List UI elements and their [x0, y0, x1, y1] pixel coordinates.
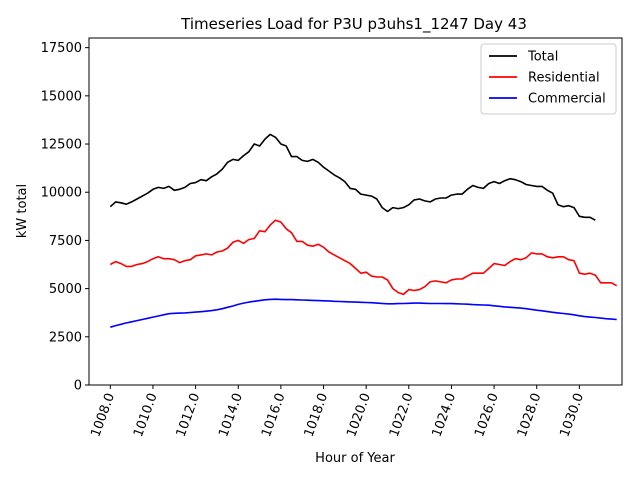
x-tick-label: 1014.0 [216, 391, 246, 439]
series-line-commercial [110, 298, 617, 328]
x-tick-label: 1012.0 [174, 391, 204, 439]
chart-title: Timeseries Load for P3U p3uhs1_1247 Day … [180, 15, 527, 34]
x-tick-label: 1010.0 [131, 391, 161, 439]
x-tick-label: 1016.0 [259, 391, 289, 439]
x-tick-label: 1028.0 [515, 391, 545, 439]
y-tick-label: 2500 [49, 330, 82, 345]
legend-box [480, 43, 617, 115]
x-tick-label: 1026.0 [472, 391, 502, 439]
legend-label-commercial: Commercial [528, 92, 606, 107]
x-tick-label: 1008.0 [88, 391, 118, 439]
y-axis-label: kW total [15, 184, 30, 238]
y-axis: 0 2500 5000 7500 10000 12500 15000 17500 [41, 41, 89, 394]
x-tick-label: 1018.0 [302, 391, 332, 439]
series-line-residential [109, 219, 618, 296]
x-axis-label: Hour of Year [315, 451, 395, 466]
plot-frame [88, 37, 623, 386]
y-tick-label: 17500 [41, 41, 82, 56]
x-tick-label: 1024.0 [430, 391, 460, 439]
y-tick-label: 10000 [41, 186, 82, 201]
y-tick-label: 0 [74, 379, 82, 394]
series-line-total [109, 133, 596, 221]
y-tick-label: 7500 [49, 234, 82, 249]
legend: Total Residential Commercial [480, 43, 617, 115]
y-tick-label: 5000 [49, 282, 82, 297]
x-axis: 1008.0 1010.0 1012.0 1014.0 1016.0 1018.0 1020… [88, 385, 587, 439]
legend-label-residential: Residential [528, 71, 600, 86]
x-tick-label: 1030.0 [557, 391, 587, 439]
series-layer [109, 133, 618, 328]
y-tick-label: 12500 [41, 138, 82, 153]
y-tick-label: 15000 [41, 89, 82, 104]
x-tick-label: 1020.0 [344, 391, 374, 439]
legend-label-total: Total [527, 50, 558, 65]
x-tick-label: 1022.0 [387, 391, 417, 439]
